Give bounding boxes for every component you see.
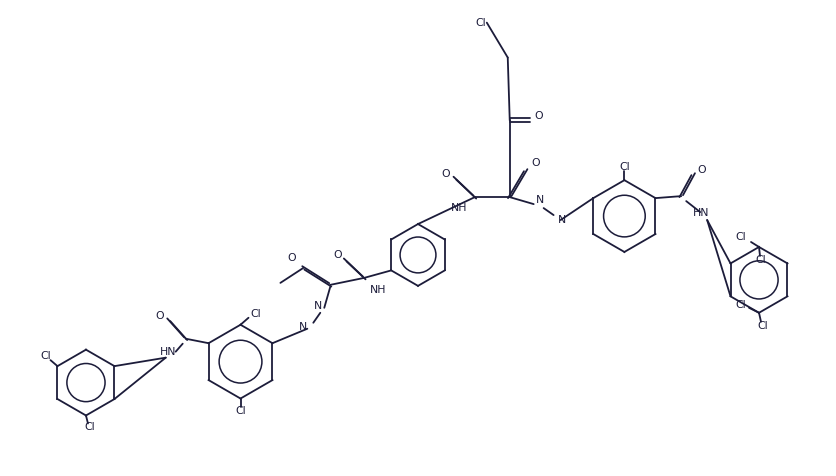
Text: Cl: Cl bbox=[757, 321, 767, 331]
Text: O: O bbox=[155, 311, 164, 321]
Text: Cl: Cl bbox=[619, 162, 629, 172]
Text: N: N bbox=[314, 301, 322, 311]
Text: O: O bbox=[441, 169, 450, 179]
Text: Cl: Cl bbox=[755, 255, 766, 265]
Text: HN: HN bbox=[160, 347, 176, 357]
Text: Cl: Cl bbox=[235, 407, 246, 416]
Text: O: O bbox=[287, 253, 295, 263]
Text: Cl: Cl bbox=[250, 309, 261, 319]
Text: O: O bbox=[333, 250, 341, 260]
Text: N: N bbox=[557, 215, 565, 225]
Text: N: N bbox=[298, 322, 307, 332]
Text: HN: HN bbox=[692, 208, 709, 218]
Text: NH: NH bbox=[370, 285, 386, 295]
Text: Cl: Cl bbox=[40, 351, 51, 361]
Text: Cl: Cl bbox=[475, 18, 486, 28]
Text: O: O bbox=[697, 165, 706, 175]
Text: Cl: Cl bbox=[735, 300, 746, 310]
Text: NH: NH bbox=[450, 203, 466, 213]
Text: Cl: Cl bbox=[84, 422, 95, 432]
Text: Cl: Cl bbox=[735, 232, 746, 242]
Text: O: O bbox=[533, 111, 543, 121]
Text: O: O bbox=[531, 158, 539, 168]
Text: N: N bbox=[535, 195, 543, 205]
